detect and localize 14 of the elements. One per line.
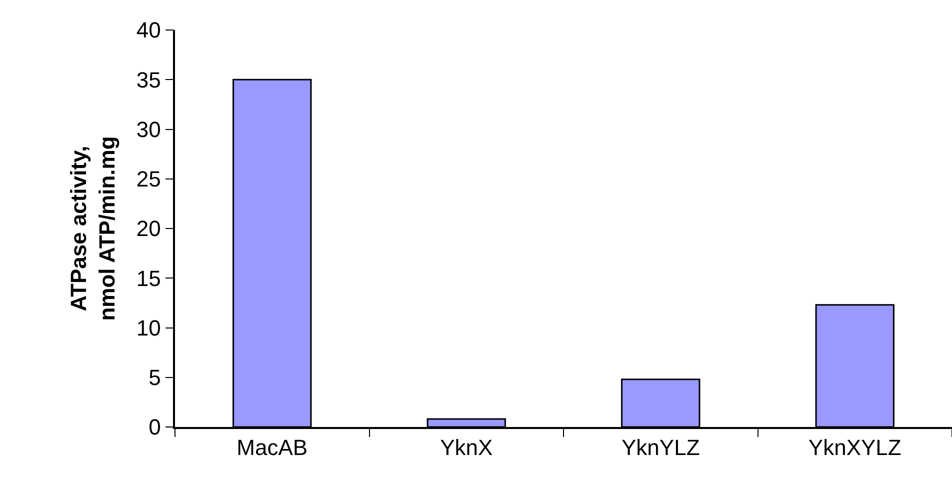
y-tick-label: 35	[136, 67, 161, 92]
x-tick-label: YknXYLZ	[808, 435, 902, 460]
x-tick-label: YknYLZ	[621, 435, 700, 460]
y-tick-label: 10	[136, 315, 161, 340]
y-tick-label: 20	[136, 216, 161, 242]
x-tick-label: MacAB	[236, 435, 308, 460]
y-axis-title: ATPase activity, nmol ATP/min.mg	[66, 136, 120, 321]
y-tick-label: 15	[136, 266, 161, 291]
y-tick-label: 5	[148, 365, 161, 390]
y-tick-label: 40	[136, 18, 161, 43]
y-tick-label: 25	[136, 166, 161, 192]
x-tick-label: YknX	[440, 435, 493, 460]
y-tick-label: 30	[136, 116, 161, 142]
y-tick-label: 0	[148, 414, 161, 440]
